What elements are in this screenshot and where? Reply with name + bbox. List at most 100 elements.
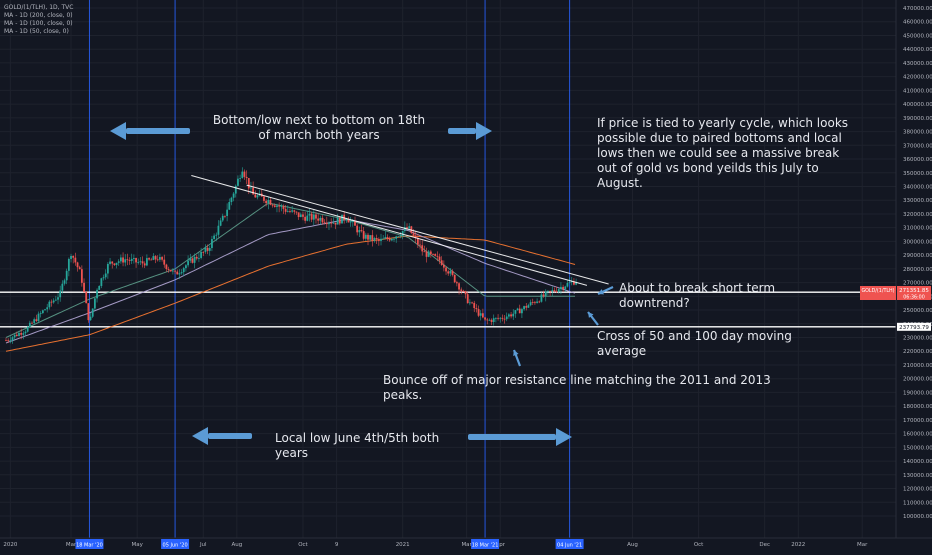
arrow-head [476, 122, 492, 140]
candle-body [273, 205, 276, 207]
y-tick-label: 290000.00 [903, 253, 932, 259]
price-badge-time: 06:36:00 [903, 295, 925, 301]
candle-body [360, 230, 363, 232]
candle-body [46, 307, 49, 310]
arrow-head [556, 428, 572, 446]
candle-body [119, 257, 122, 262]
annotation-downtrend: About to break short term downtrend? [619, 281, 776, 310]
candle-body [445, 267, 447, 272]
candle-body [267, 199, 270, 204]
symbol-title[interactable]: GOLD/(1/TLH), 1D, TVC [4, 4, 74, 11]
candle-body [460, 289, 463, 291]
candle-body [278, 205, 281, 207]
candle-body [479, 313, 482, 316]
price-axis[interactable]: 470000.00 460000.00 450000.00 440000.00 4300… [860, 0, 932, 538]
candle-body [304, 216, 307, 221]
candle-body [221, 215, 224, 221]
y-tick-label: 270000.00 [903, 281, 932, 287]
price-badge-value: 271351.85 [899, 288, 929, 294]
x-tick-label: Oct [298, 542, 308, 548]
candle-body [547, 290, 549, 292]
y-tick-label: 100000.00 [903, 514, 932, 520]
candle-body [198, 257, 200, 259]
candle-body [52, 300, 55, 303]
candle-body [440, 260, 443, 265]
y-tick-label: 280000.00 [903, 267, 932, 273]
candle-body [373, 238, 376, 241]
y-tick-label: 330000.00 [903, 198, 932, 204]
candle-body [150, 259, 153, 261]
candle-body [425, 251, 428, 257]
legend-ma100[interactable]: MA - 1D (100, close, 0) [4, 20, 73, 27]
candle-body [564, 286, 567, 290]
y-tick-label: 350000.00 [903, 171, 932, 177]
candle-body [234, 185, 237, 194]
candle-body [542, 294, 545, 297]
candle-body [276, 205, 278, 207]
y-tick-label: 130000.00 [903, 473, 932, 479]
candle-body [263, 196, 265, 201]
candle-body [106, 263, 109, 274]
grid-layer [0, 0, 896, 538]
candle-body [310, 213, 313, 220]
candle-body [393, 238, 395, 240]
candle-body [117, 261, 120, 263]
date-badge-label: 18 Mar '20 [76, 543, 103, 549]
candle-body [87, 303, 90, 321]
candle-body [93, 298, 96, 309]
y-tick-label: 440000.00 [903, 47, 932, 53]
candle-body [397, 236, 400, 238]
candle-body [122, 257, 124, 263]
candle-body [72, 255, 75, 258]
annotation-local-low: Local low June 4th/5th both years [275, 431, 440, 460]
candle-body [41, 310, 44, 314]
candle-body [481, 313, 484, 318]
annotation-yearly-cycle: If price is tied to yearly cycle, which … [597, 116, 849, 190]
candle-body [345, 219, 348, 221]
candle-body [31, 322, 33, 324]
candle-body [497, 317, 499, 319]
candle-body [141, 261, 144, 264]
candle-body [323, 222, 326, 224]
candle-body [224, 215, 226, 217]
arrow-downtrend [597, 286, 614, 295]
moving-average-line [5, 219, 576, 344]
candle-body [332, 222, 335, 224]
candle-body [195, 256, 198, 259]
arrow-head [192, 427, 208, 445]
candle-body [499, 317, 502, 319]
candle-body [475, 308, 478, 310]
candle-body [488, 319, 491, 321]
arrow-head [513, 350, 519, 356]
candle-body [113, 263, 116, 265]
legend-ma200[interactable]: MA - 1D (200, close, 0) [4, 12, 73, 19]
arrow-shaft [468, 434, 556, 440]
trendline [191, 175, 588, 286]
candle-body [245, 176, 248, 179]
candle-body [501, 317, 504, 319]
legend-ma50[interactable]: MA - 1D (50, close, 0) [4, 28, 69, 35]
candle-body [146, 258, 148, 266]
candle-body [250, 187, 252, 189]
candle-body [211, 239, 213, 249]
x-tick-label: Mar [461, 542, 472, 548]
candle-body [13, 334, 16, 338]
candle-body [124, 259, 127, 263]
candle-body [11, 337, 14, 341]
time-axis[interactable]: 2020 Mar May Jul Aug Oct 9 2021 Mar Apr Aug Oct Dec 2… [0, 537, 932, 549]
candle-body [512, 313, 515, 317]
candle-body [315, 214, 317, 219]
candle-body [5, 340, 7, 342]
candle-body [356, 225, 359, 233]
y-tick-label: 430000.00 [903, 61, 932, 67]
candle-body [135, 257, 137, 263]
price-badge-title: GOLD/(1/TLH) [861, 288, 894, 294]
y-tick-label: 300000.00 [903, 239, 932, 245]
candle-body [490, 319, 493, 323]
candle-body [349, 221, 352, 223]
candle-body [7, 340, 10, 342]
candle-body [161, 257, 163, 260]
candle-body [286, 211, 289, 212]
